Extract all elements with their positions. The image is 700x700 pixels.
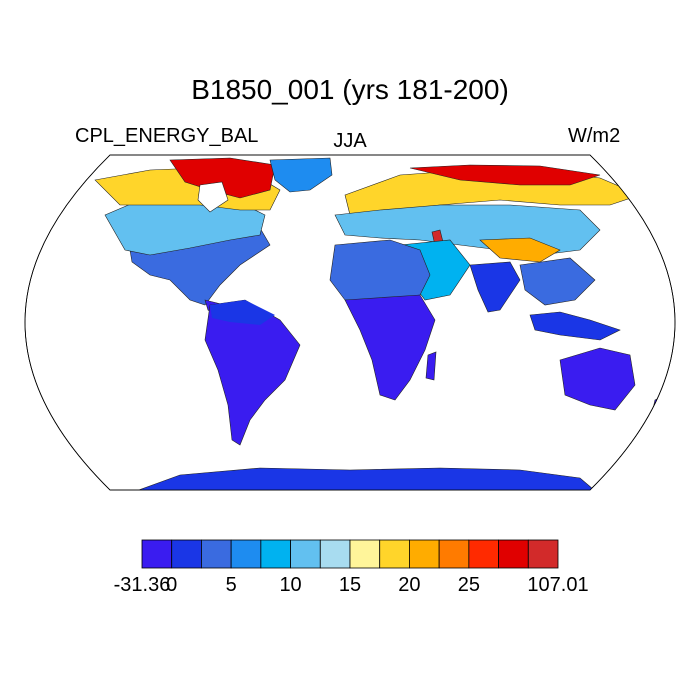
colorbar-swatch <box>290 539 321 569</box>
colorbar-tick-label: 15 <box>338 574 362 596</box>
colorbar <box>141 539 559 569</box>
variable-label: CPL_ENERGY_BAL <box>75 125 259 147</box>
colorbar-swatch <box>468 539 499 569</box>
australia <box>559 347 636 411</box>
hudson-bay <box>197 181 229 213</box>
tibet <box>479 237 561 263</box>
land-fields <box>94 157 666 490</box>
indonesia <box>529 311 621 341</box>
colorbar-tick-label: -31.36 <box>113 574 171 596</box>
colorbar-swatch <box>319 539 351 569</box>
north-africa <box>329 239 431 301</box>
colorbar-labels: -31.36 0 5 10 15 20 25 107.01 <box>0 575 700 605</box>
colorbar-swatch <box>438 539 470 569</box>
greenland <box>269 157 333 193</box>
units-label: W/m2 <box>568 125 621 147</box>
colorbar-tick-label: 5 <box>225 574 237 596</box>
colorbar-swatch <box>527 539 559 569</box>
colorbar-tick-label: 20 <box>398 574 421 596</box>
colorbar-swatch <box>201 539 232 569</box>
colorbar-tick-label: 10 <box>279 574 302 596</box>
colorbar-swatch <box>260 539 291 569</box>
canada-arctic <box>169 157 276 199</box>
colorbar-swatch <box>379 539 410 569</box>
africa-south <box>344 294 436 401</box>
india <box>469 261 521 313</box>
south-america <box>204 299 301 446</box>
colorbar-swatch <box>409 539 440 569</box>
colorbar-swatch <box>349 539 381 569</box>
colorbar-tick-label: 25 <box>457 574 480 596</box>
south-america-north <box>210 300 275 325</box>
page-title: B1850_001 (yrs 181-200) <box>191 74 509 105</box>
colorbar-swatch <box>141 539 173 569</box>
colorbar-tick-label: 107.01 <box>527 574 589 596</box>
colorbar-tick-label: 0 <box>166 574 178 596</box>
colorbar-swatch <box>171 539 202 569</box>
colorbar-swatch <box>230 539 262 569</box>
season-label: JJA <box>333 130 367 152</box>
colorbar-swatch <box>498 539 529 569</box>
madagascar <box>425 351 437 381</box>
southeast-asia <box>519 257 596 306</box>
siberia <box>409 164 601 186</box>
